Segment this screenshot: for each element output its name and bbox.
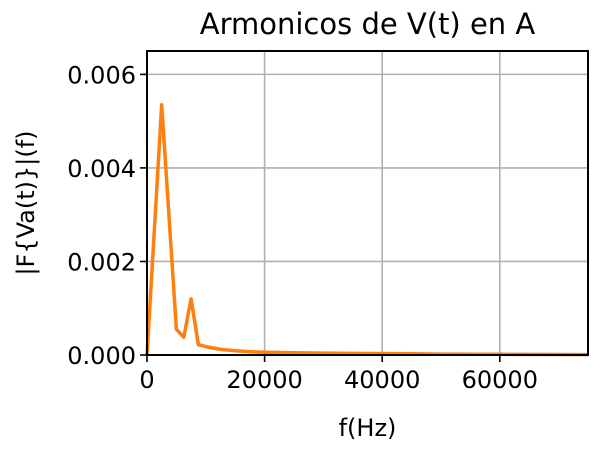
y-tick-label: 0.002 bbox=[67, 248, 136, 276]
grid bbox=[146, 51, 588, 356]
y-axis-ticks: 0.000 0.002 0.004 0.006 bbox=[67, 61, 147, 370]
y-tick-label: 0.004 bbox=[67, 155, 136, 183]
x-axis-ticks: 0 20000 40000 60000 bbox=[139, 355, 538, 394]
x-axis-label: f(Hz) bbox=[339, 414, 397, 442]
y-axis-label: |F{Va(t)}|(f) bbox=[12, 130, 40, 275]
axes-frame bbox=[146, 50, 589, 356]
series-line bbox=[145, 103, 589, 357]
y-tick-label: 0.000 bbox=[67, 342, 136, 370]
y-tick-label: 0.006 bbox=[67, 61, 136, 89]
x-tick-label: 0 bbox=[139, 366, 154, 394]
x-tick-label: 20000 bbox=[226, 366, 302, 394]
series-layer bbox=[145, 103, 589, 357]
x-tick-label: 60000 bbox=[462, 366, 538, 394]
chart-title: Armonicos de V(t) en A bbox=[200, 7, 536, 41]
x-tick-label: 40000 bbox=[344, 366, 420, 394]
